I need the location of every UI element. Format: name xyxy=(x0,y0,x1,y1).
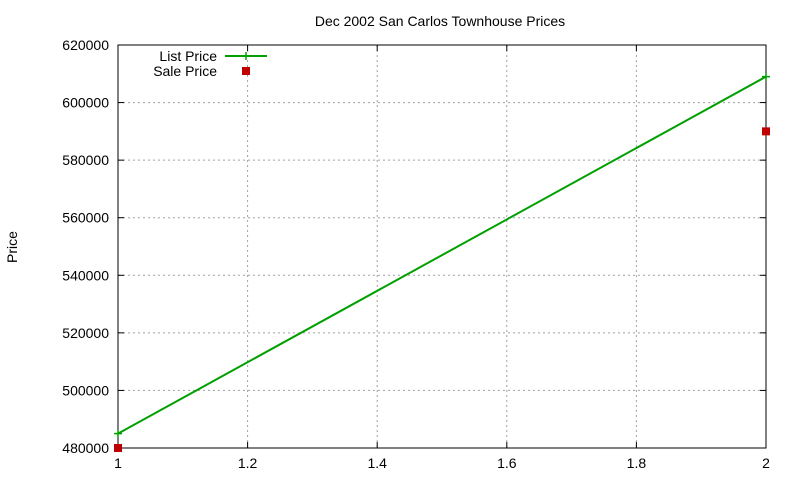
legend-marker xyxy=(242,67,250,75)
y-tick-label: 580000 xyxy=(62,152,109,168)
data-point xyxy=(114,444,122,452)
y-tick-label: 480000 xyxy=(62,440,109,456)
y-tick-label: 560000 xyxy=(62,210,109,226)
y-axis-ticks: 480000 500000 520000 540000 560000 580000 6000… xyxy=(62,37,766,456)
chart-title: Dec 2002 San Carlos Townhouse Prices xyxy=(315,13,565,29)
data-series xyxy=(114,72,770,452)
series-line xyxy=(117,75,767,435)
series-list-price xyxy=(114,72,770,438)
x-tick-label: 1.4 xyxy=(367,455,387,471)
x-tick-label: 1.8 xyxy=(627,455,647,471)
y-tick-label: 600000 xyxy=(62,95,109,111)
x-tick-label: 1.6 xyxy=(497,455,517,471)
data-point xyxy=(762,127,770,136)
x-tick-label: 2 xyxy=(762,455,770,471)
y-tick-label: 520000 xyxy=(62,325,109,341)
data-point xyxy=(114,429,122,438)
x-tick-label: 1.2 xyxy=(238,455,258,471)
y-tick-label: 540000 xyxy=(62,267,109,283)
y-tick-label: 500000 xyxy=(62,382,109,398)
data-point xyxy=(762,72,770,81)
y-axis-label: Price xyxy=(4,231,20,263)
legend-label: List Price xyxy=(159,48,217,64)
legend-label: Sale Price xyxy=(153,63,217,79)
series-sale-price xyxy=(114,127,770,452)
x-tick-label: 1 xyxy=(114,455,122,471)
y-tick-label: 620000 xyxy=(62,37,109,53)
plot-area-border xyxy=(117,44,767,449)
grid-lines xyxy=(118,45,766,448)
x-axis-ticks: 1 1.2 1.4 1.6 1.8 2 xyxy=(114,45,770,471)
legend-marker xyxy=(242,52,250,60)
